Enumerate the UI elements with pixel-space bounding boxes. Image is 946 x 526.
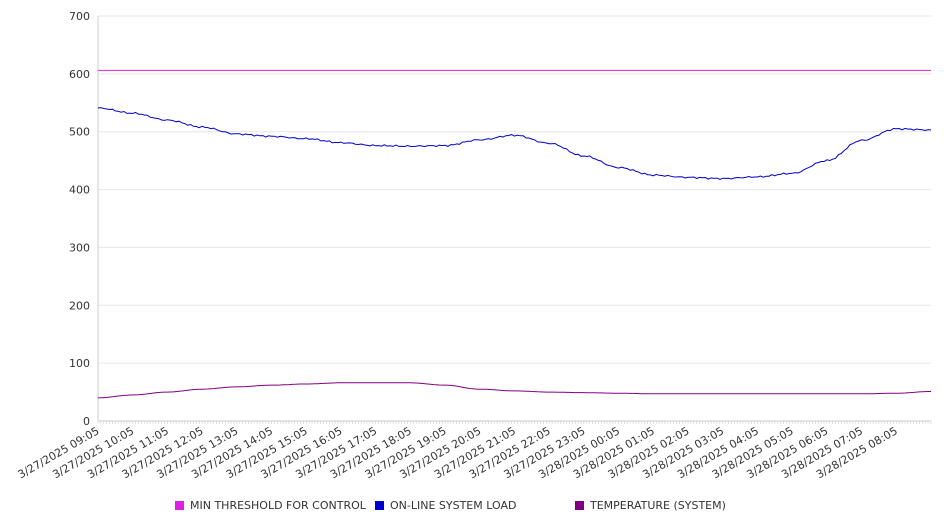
y-axis-tick-labels: 0 100 200 300 400 500 600 700 (69, 10, 90, 428)
y-tick-label: 100 (69, 357, 90, 370)
legend-item[interactable]: ON-LINE SYSTEM LOAD (375, 499, 516, 512)
legend-label: ON-LINE SYSTEM LOAD (390, 499, 517, 512)
series-line (97, 382, 931, 399)
y-tick-label: 200 (69, 299, 90, 312)
y-tick-label: 400 (69, 184, 90, 197)
chart-legend: MIN THRESHOLD FOR CONTROL ON-LINE SYSTEM … (0, 499, 946, 515)
y-tick-label: 600 (69, 68, 90, 81)
legend-label: MIN THRESHOLD FOR CONTROL (190, 499, 366, 512)
legend-label: TEMPERATURE (SYSTEM) (590, 499, 726, 512)
y-tick-label: 700 (69, 10, 90, 23)
legend-item[interactable]: MIN THRESHOLD FOR CONTROL (175, 499, 366, 512)
gridlines (98, 15, 931, 364)
legend-swatch (375, 501, 384, 510)
y-tick-label: 500 (69, 126, 90, 139)
series-line (97, 107, 932, 180)
series-lines (97, 69, 932, 399)
y-tick-label: 0 (83, 415, 90, 428)
y-tick-label: 300 (69, 241, 90, 254)
legend-item[interactable]: TEMPERATURE (SYSTEM) (575, 499, 726, 512)
axes (97, 16, 932, 424)
legend-swatch (175, 501, 184, 510)
x-axis-tick-labels: 3/27/2025 09:053/27/2025 10:053/27/2025 … (16, 424, 900, 481)
legend-swatch (575, 501, 584, 510)
